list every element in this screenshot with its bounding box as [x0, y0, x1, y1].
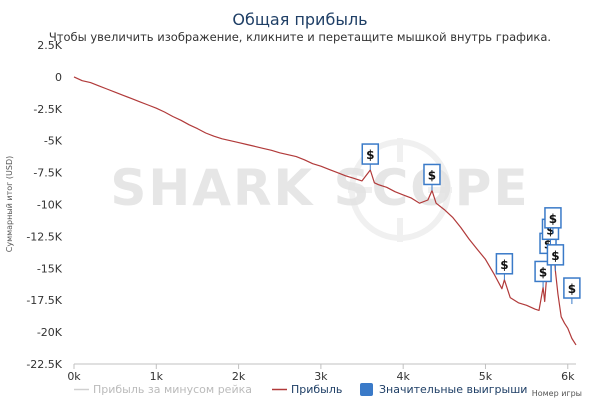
big-win-marker-label: $	[539, 265, 547, 279]
big-win-marker-box	[546, 244, 565, 266]
y-tick-label: -12.5K	[26, 230, 62, 243]
legend-label: Значительные выигрыши	[379, 383, 527, 396]
big-win-marker[interactable]: $	[544, 207, 562, 234]
y-tick-label: -20K	[37, 326, 63, 339]
big-win-marker[interactable]: $	[563, 277, 581, 305]
big-win-marker[interactable]: $	[361, 143, 380, 171]
marker-layer: $$$$$$$$$	[361, 143, 581, 305]
y-tick-label: -7.5K	[33, 167, 62, 180]
chart-title: Общая прибыль	[232, 10, 367, 29]
x-tick-label: 0k	[67, 370, 81, 383]
big-win-marker[interactable]: $	[546, 244, 565, 271]
legend-label: Прибыль за минусом рейка	[93, 383, 252, 396]
legend-item[interactable]: Значительные выигрыши	[360, 383, 527, 396]
legend: Прибыль за минусом рейка Прибыль Значитель…	[74, 383, 527, 396]
y-tick-label: -17.5K	[26, 294, 62, 307]
big-win-marker-label: $	[549, 212, 557, 226]
big-win-marker-box	[495, 253, 514, 275]
y-tick-label: -15K	[37, 262, 63, 275]
x-tick-label: 6k	[561, 370, 575, 383]
y-tick-label: -2.5K	[33, 103, 62, 116]
big-win-marker-box	[563, 277, 581, 299]
y-tick-label: -10K	[37, 199, 63, 212]
big-win-marker[interactable]: $	[495, 253, 514, 280]
x-tick-label: 2k	[232, 370, 246, 383]
x-tick-label: 4k	[396, 370, 410, 383]
y-tick-label: -22.5K	[26, 358, 62, 371]
big-win-marker-label: $	[551, 249, 559, 263]
big-win-marker-label: $	[500, 258, 508, 272]
x-tick-label: 1k	[150, 370, 164, 383]
y-axis-title: Суммарный итог (USD)	[5, 156, 14, 253]
x-axis-title: Номер игры	[532, 389, 582, 398]
legend-box-icon	[360, 383, 373, 396]
y-tick-label: 0	[55, 71, 62, 84]
chart-subtitle: Чтобы увеличить изображение, кликните и …	[49, 30, 551, 44]
y-tick-label: 2.5K	[37, 39, 62, 52]
legend-item[interactable]: Прибыль	[272, 383, 342, 396]
big-win-marker-label: $	[366, 148, 374, 162]
watermark: SHARK SCOPE	[110, 159, 529, 217]
big-win-marker-label: $	[568, 282, 576, 296]
legend-item[interactable]: Прибыль за минусом рейка	[74, 383, 252, 396]
big-win-marker-box	[544, 207, 562, 229]
big-win-marker[interactable]: $	[423, 163, 441, 191]
y-tick-label: -5K	[44, 135, 63, 148]
big-win-marker-label: $	[428, 168, 436, 182]
x-tick-label: 5k	[479, 370, 493, 383]
legend-label: Прибыль	[291, 383, 342, 396]
big-win-marker-box	[361, 143, 380, 165]
big-win-marker-box	[423, 163, 441, 186]
big-win-marker-label: $	[546, 223, 554, 237]
big-win-marker-box	[534, 260, 552, 283]
y-axis: 2.5K 0 -2.5K -5K -7.5K -10K -12.5K -15K -17.5K -2…	[26, 39, 62, 371]
x-axis: 0k 1k 2k 3k 4k 5k 6k	[67, 364, 575, 383]
big-win-marker[interactable]: $	[534, 260, 552, 288]
x-tick-label: 3k	[314, 370, 328, 383]
